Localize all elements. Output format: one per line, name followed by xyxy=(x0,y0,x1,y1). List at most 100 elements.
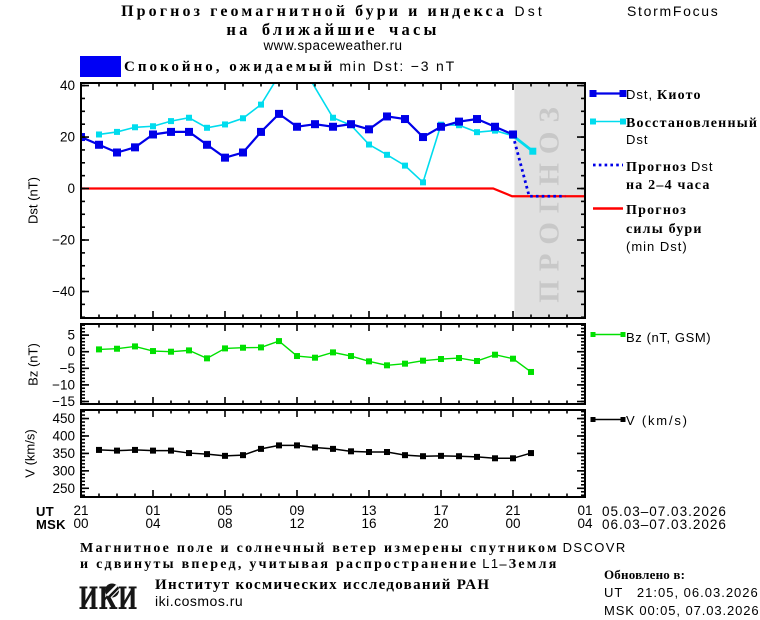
x-tick-label-msk: 12 xyxy=(289,516,304,531)
y-tick-label: 5 xyxy=(67,328,75,343)
legend-bz: Bz (nT, GSM) xyxy=(626,330,712,345)
y-tick-label: 350 xyxy=(52,446,75,461)
series-marker xyxy=(420,357,426,364)
series-marker xyxy=(168,348,174,355)
series-marker xyxy=(96,346,102,353)
series-marker xyxy=(402,452,408,459)
panel-frame xyxy=(80,323,586,405)
series-marker xyxy=(529,147,537,155)
series-marker xyxy=(437,122,445,131)
updated-time-msk: MSK 00:05, 07.03.2026 xyxy=(604,603,760,618)
panel-v: 450 400 350 300 250 xyxy=(52,409,586,498)
x-tick-label-ut: 05 xyxy=(217,503,232,518)
legend-sample-marker xyxy=(590,118,596,125)
series-marker xyxy=(168,118,174,125)
series-line xyxy=(81,112,514,159)
v-axis-title: V (km/s) xyxy=(22,429,38,478)
x-tick-label-ut: 09 xyxy=(289,503,304,518)
bz-axis-title: Bz (nT) xyxy=(25,343,41,386)
ut-row-label: UT xyxy=(36,504,54,519)
legend-sample-marker xyxy=(590,332,596,337)
axis-ticks xyxy=(80,324,586,404)
series-marker xyxy=(438,356,444,363)
series-marker xyxy=(186,450,192,457)
x-tick-label-ut: 21 xyxy=(505,503,520,518)
series-marker xyxy=(96,446,102,453)
series-marker xyxy=(384,151,390,158)
series-marker xyxy=(365,125,373,134)
y-tick-label: 0 xyxy=(67,344,75,359)
series-marker xyxy=(384,362,390,369)
series-marker xyxy=(420,179,426,186)
series-marker xyxy=(132,343,138,350)
series-marker xyxy=(330,114,336,121)
x-tick-label-msk: 00 xyxy=(73,516,88,531)
series-marker xyxy=(240,115,246,122)
status-text: Спокойно, ожидаемый min Dst: −3 nT xyxy=(124,58,456,75)
series-marker xyxy=(131,143,139,152)
series-marker xyxy=(221,153,229,162)
date-range-ut: 05.03–07.03.2026 xyxy=(602,504,727,519)
series-marker xyxy=(294,442,300,449)
series-marker xyxy=(348,353,354,360)
series-marker xyxy=(329,122,337,131)
legend-sample-marker xyxy=(620,417,626,422)
iki-logo-slash xyxy=(105,583,119,598)
legend-forecast-dst: Прогноз Dst на 2–4 часа xyxy=(626,159,714,193)
series-marker xyxy=(473,115,481,124)
series-marker xyxy=(492,455,498,462)
series-marker xyxy=(114,447,120,454)
site-url: www.spaceweather.ru xyxy=(263,38,403,53)
series-marker xyxy=(294,353,300,360)
series-marker xyxy=(402,162,408,169)
series-marker xyxy=(114,128,120,135)
series-marker xyxy=(455,117,463,126)
iki-logo: ИКИ xyxy=(79,581,138,614)
series-marker xyxy=(510,355,516,362)
series-marker xyxy=(420,453,426,460)
series-marker xyxy=(203,140,211,149)
x-tick-label-msk: 16 xyxy=(361,516,376,531)
institute-url: iki.cosmos.ru xyxy=(155,593,244,609)
y-tick-label: −40 xyxy=(52,284,75,299)
y-tick-label: 20 xyxy=(60,130,75,145)
series-marker xyxy=(258,445,264,452)
axis-ticks xyxy=(80,410,586,497)
series-marker xyxy=(474,358,480,365)
series-marker xyxy=(186,114,192,121)
series-marker xyxy=(384,449,390,456)
series-marker xyxy=(168,447,174,454)
brand-name: StormFocus xyxy=(627,3,720,19)
series-marker xyxy=(276,338,282,345)
footer-line2: и сдвинуты вперед, учитывая распростране… xyxy=(80,556,559,572)
legend-restored-dst: Восстановленный Dst xyxy=(626,116,759,147)
series-marker xyxy=(312,444,318,451)
series-marker xyxy=(383,112,391,121)
page-subtitle: на ближайшие часы xyxy=(226,20,440,39)
series-marker xyxy=(257,127,265,136)
legend-sample-marker xyxy=(589,90,597,97)
series-marker xyxy=(528,368,534,375)
series-marker xyxy=(204,355,210,362)
series-marker xyxy=(132,124,138,131)
forecast-region xyxy=(514,83,585,318)
x-tick-label-ut: 13 xyxy=(361,503,376,518)
series-marker xyxy=(312,354,318,361)
series-marker xyxy=(149,130,157,139)
series-marker xyxy=(167,127,175,136)
legend-sample-marker xyxy=(620,332,626,337)
series-marker xyxy=(510,455,516,462)
panel-frame xyxy=(80,409,586,498)
series-marker xyxy=(275,109,283,118)
y-tick-label: 400 xyxy=(52,428,75,443)
series-marker xyxy=(114,345,120,352)
x-tick-label-msk: 20 xyxy=(433,516,448,531)
series-marker xyxy=(113,148,121,157)
institute-name: Институт космических исследований РАН xyxy=(155,577,491,593)
y-tick-label: 40 xyxy=(60,78,75,93)
series-line xyxy=(98,83,514,184)
legend-dst-kyoto: Dst, Киото xyxy=(626,87,702,103)
legend-sample-marker xyxy=(620,118,626,125)
